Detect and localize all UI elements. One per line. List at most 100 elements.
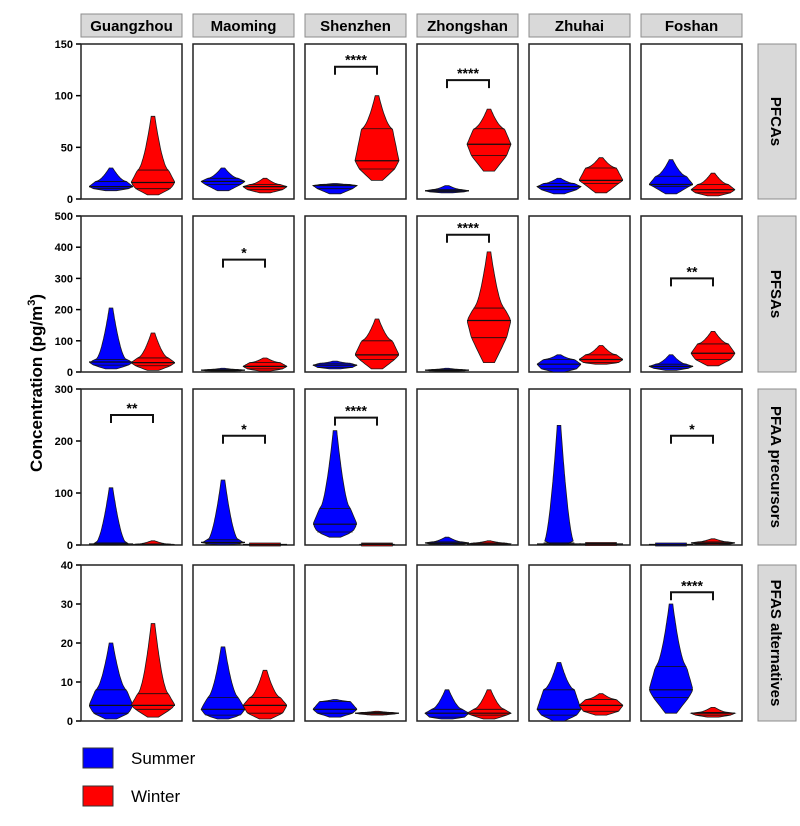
panel	[192, 564, 295, 722]
row-label: PFCAs	[767, 97, 784, 146]
panel-frame	[640, 43, 743, 200]
winter-violin	[242, 669, 288, 720]
significance-label: ****	[457, 65, 479, 81]
summer-violin	[312, 699, 358, 718]
y-axis-label: Concentration (pg/m3)	[26, 294, 46, 472]
significance-label: *	[241, 245, 247, 261]
column-strip	[80, 13, 183, 38]
legend-label: Summer	[131, 749, 196, 768]
column-strip	[528, 13, 631, 38]
significance-bracket	[110, 414, 154, 423]
panel-frame	[304, 564, 407, 722]
panel-frame	[528, 215, 631, 373]
winter-violin	[690, 330, 736, 367]
row-label: PFSAs	[767, 270, 784, 318]
column-label: Maoming	[211, 18, 277, 35]
column-label: Shenzhen	[320, 18, 391, 35]
significance-label: ****	[457, 220, 479, 236]
significance-label: *	[689, 421, 695, 437]
column-strip	[416, 13, 519, 38]
significance-bracket	[446, 233, 490, 243]
y-tick-label: 100	[55, 488, 73, 500]
panel: *	[192, 215, 295, 373]
panel: *	[640, 388, 743, 547]
summer-violin	[536, 354, 582, 373]
summer-violin	[93, 487, 129, 546]
winter-violin	[242, 177, 288, 194]
column-strip	[640, 13, 743, 38]
panel: ****	[640, 564, 743, 722]
y-tick-label: 200	[55, 305, 73, 317]
column-label: Zhongshan	[427, 18, 508, 35]
panel	[192, 43, 295, 200]
significance-bracket	[222, 434, 266, 444]
row-strip	[757, 215, 797, 373]
y-tick-label: 100	[55, 336, 73, 348]
summer-violin	[544, 424, 574, 546]
significance-label: ****	[681, 577, 703, 593]
panel	[416, 564, 519, 722]
significance-bracket	[670, 434, 714, 444]
significance-bracket	[670, 591, 714, 601]
winter-violin	[466, 251, 512, 364]
y-tick-label: 50	[61, 142, 73, 154]
y-tick-label: 0	[67, 716, 73, 728]
panel-frame	[528, 388, 631, 546]
significance-bracket	[222, 258, 266, 268]
winter-violin	[354, 318, 400, 370]
panel: *	[192, 388, 295, 547]
panel: ****	[304, 388, 407, 547]
panel: ****	[416, 215, 519, 373]
panel	[640, 43, 743, 200]
panel-frame	[80, 215, 183, 373]
y-tick-label: 100	[55, 91, 73, 103]
y-tick-label: 0	[67, 194, 73, 206]
significance-bracket	[334, 416, 378, 426]
panel-frame	[192, 43, 295, 200]
panel: ****	[304, 43, 407, 200]
panel	[416, 388, 519, 546]
panel: **	[640, 215, 743, 373]
panel: **	[80, 388, 183, 546]
winter-violin	[354, 95, 400, 181]
y-tick-label: 200	[55, 436, 73, 448]
summer-violin	[200, 646, 246, 720]
significance-label: **	[687, 263, 698, 279]
legend-label: Winter	[131, 787, 180, 806]
row-label: PFAA precursors	[767, 406, 784, 528]
panel	[80, 564, 183, 722]
y-tick-label: 0	[67, 367, 73, 379]
y-axis-label-main: Concentration (pg/m	[27, 306, 46, 472]
row-strip	[757, 43, 797, 200]
panel-frame	[416, 43, 519, 200]
summer-violin	[89, 307, 133, 370]
panel	[528, 43, 631, 200]
panel-frame	[416, 564, 519, 722]
significance-label: ****	[345, 52, 367, 68]
row-strip	[757, 564, 797, 722]
y-tick-label: 40	[61, 560, 73, 572]
summer-violin	[536, 662, 582, 722]
panel-frame	[192, 388, 295, 546]
summer-violin	[648, 159, 694, 195]
panel: ****	[416, 43, 519, 200]
panel	[528, 215, 631, 373]
y-tick-label: 0	[67, 540, 73, 552]
panel	[304, 215, 407, 373]
summer-violin	[89, 167, 133, 192]
y-axis-label-end: )	[27, 294, 46, 300]
legend-swatch	[82, 785, 114, 807]
panel	[528, 564, 631, 722]
significance-bracket	[334, 65, 378, 75]
panel	[304, 564, 407, 722]
significance-bracket	[446, 79, 490, 89]
summer-violin	[200, 167, 246, 192]
y-tick-label: 30	[61, 599, 73, 611]
summer-violin	[313, 430, 357, 538]
column-label: Guangzhou	[90, 18, 173, 35]
panel-frame	[640, 388, 743, 546]
significance-bracket	[670, 277, 714, 287]
summer-violin	[649, 603, 693, 714]
y-tick-label: 500	[55, 211, 73, 223]
